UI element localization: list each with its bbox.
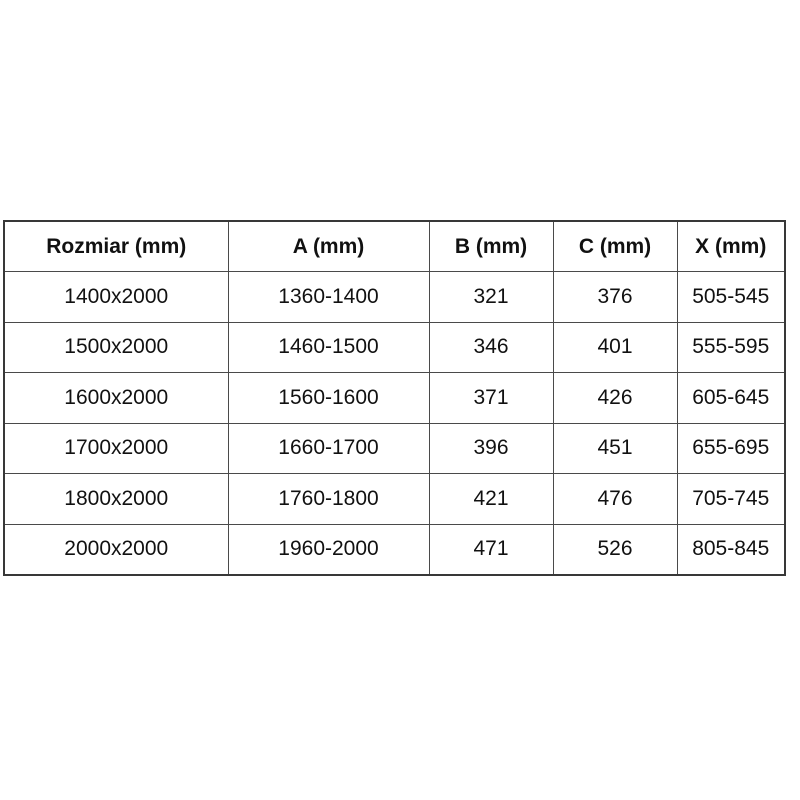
- column-header-c: C (mm): [552, 220, 678, 272]
- table-cell: 555-595: [676, 321, 786, 373]
- header-row: Rozmiar (mm) A (mm) B (mm) C (mm) X (mm): [3, 220, 786, 272]
- table-cell: 476: [552, 473, 678, 525]
- table-row: 1700x2000 1660-1700 396 451 655-695: [3, 422, 786, 474]
- table-cell: 1700x2000: [3, 422, 229, 474]
- size-spec-table-container: Rozmiar (mm) A (mm) B (mm) C (mm) X (mm)…: [3, 220, 786, 576]
- table-body: 1400x2000 1360-1400 321 376 505-545 1500…: [3, 271, 786, 576]
- table-cell: 1400x2000: [3, 271, 229, 323]
- table-cell: 1500x2000: [3, 321, 229, 373]
- size-spec-table: Rozmiar (mm) A (mm) B (mm) C (mm) X (mm)…: [3, 220, 786, 576]
- table-cell: 346: [428, 321, 554, 373]
- table-cell: 371: [428, 372, 554, 424]
- table-row: 1500x2000 1460-1500 346 401 555-595: [3, 321, 786, 373]
- table-cell: 1660-1700: [227, 422, 430, 474]
- table-header: Rozmiar (mm) A (mm) B (mm) C (mm) X (mm): [3, 220, 786, 272]
- table-cell: 471: [428, 523, 554, 576]
- table-cell: 1600x2000: [3, 372, 229, 424]
- column-header-a: A (mm): [227, 220, 430, 272]
- table-row: 1800x2000 1760-1800 421 476 705-745: [3, 473, 786, 525]
- table-cell: 1560-1600: [227, 372, 430, 424]
- table-cell: 655-695: [676, 422, 786, 474]
- table-cell: 526: [552, 523, 678, 576]
- column-header-rozmiar: Rozmiar (mm): [3, 220, 229, 272]
- table-cell: 451: [552, 422, 678, 474]
- table-cell: 805-845: [676, 523, 786, 576]
- table-row: 2000x2000 1960-2000 471 526 805-845: [3, 523, 786, 576]
- table-cell: 376: [552, 271, 678, 323]
- table-cell: 605-645: [676, 372, 786, 424]
- table-cell: 1960-2000: [227, 523, 430, 576]
- table-cell: 321: [428, 271, 554, 323]
- table-cell: 401: [552, 321, 678, 373]
- table-cell: 1760-1800: [227, 473, 430, 525]
- table-cell: 1460-1500: [227, 321, 430, 373]
- table-cell: 2000x2000: [3, 523, 229, 576]
- table-row: 1400x2000 1360-1400 321 376 505-545: [3, 271, 786, 323]
- table-cell: 421: [428, 473, 554, 525]
- table-cell: 1800x2000: [3, 473, 229, 525]
- table-cell: 426: [552, 372, 678, 424]
- table-cell: 705-745: [676, 473, 786, 525]
- table-cell: 396: [428, 422, 554, 474]
- column-header-b: B (mm): [428, 220, 554, 272]
- table-cell: 1360-1400: [227, 271, 430, 323]
- table-cell: 505-545: [676, 271, 786, 323]
- table-row: 1600x2000 1560-1600 371 426 605-645: [3, 372, 786, 424]
- column-header-x: X (mm): [676, 220, 786, 272]
